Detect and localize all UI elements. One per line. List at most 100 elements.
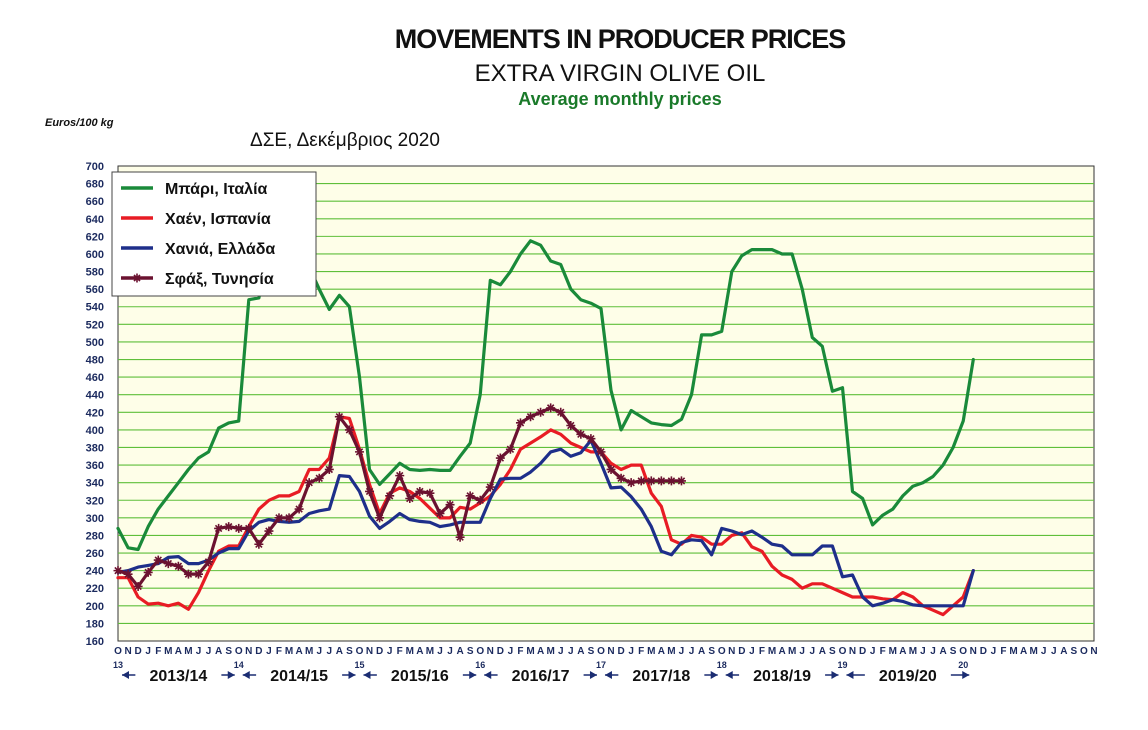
data-point-marker (133, 581, 143, 591)
x-tick-label: F (880, 646, 886, 657)
data-point-marker (556, 407, 566, 417)
x-tick-label: M (285, 646, 293, 657)
data-point-marker (465, 491, 475, 501)
season-label: 2017/18 (632, 668, 690, 685)
year-mark-label: 17 (596, 660, 606, 670)
series-line-2 (116, 415, 975, 617)
season-arrow-left (484, 671, 492, 679)
season-label-bg (618, 666, 705, 684)
season-arrow-right (710, 671, 718, 679)
x-tick-label: D (738, 646, 745, 657)
x-tick-label: O (114, 646, 122, 657)
legend-label: Μπάρι, Ιταλία (165, 181, 268, 198)
data-point-marker (656, 476, 666, 486)
data-point-marker (375, 513, 385, 523)
data-point-marker (485, 482, 495, 492)
season-label-bg (497, 666, 584, 684)
data-point-marker (264, 526, 274, 536)
data-point-marker (244, 523, 254, 533)
x-tick-label: F (1000, 646, 1006, 657)
data-point-marker (566, 420, 576, 430)
x-tick-label: M (305, 646, 313, 657)
series-line-3 (116, 438, 975, 608)
x-tick-label: D (980, 646, 987, 657)
x-tick-label: M (1029, 646, 1037, 657)
year-mark-label: 13 (113, 660, 123, 670)
x-tick-label: J (206, 646, 212, 657)
x-tick-label: S (225, 646, 232, 657)
data-point-marker (646, 476, 656, 486)
season-label: 2014/15 (270, 668, 328, 685)
year-mark-label: 14 (234, 660, 244, 670)
y-tick-label: 500 (86, 337, 104, 349)
data-point-marker (163, 559, 173, 569)
season-label-bg (864, 666, 951, 684)
x-tick-label: M (426, 646, 434, 657)
x-tick-label: M (647, 646, 655, 657)
data-point-marker (183, 569, 193, 579)
x-tick-label: O (839, 646, 847, 657)
data-point-marker (354, 447, 364, 457)
x-tick-label: J (327, 646, 333, 657)
x-tick-label: J (568, 646, 574, 657)
season-label-bg (256, 666, 343, 684)
data-point-marker (405, 494, 415, 503)
x-tick-label: A (416, 646, 423, 657)
x-tick-label: N (607, 646, 614, 657)
data-point-marker (505, 444, 515, 454)
data-point-marker (395, 471, 405, 481)
y-axis-unit-label: Euros/100 kg (45, 117, 114, 129)
y-tick-label: 360 (86, 460, 104, 472)
x-tick-label: F (517, 646, 523, 657)
x-tick-label: D (617, 646, 624, 657)
x-tick-label: J (809, 646, 815, 657)
legend: Μπάρι, Ιταλία Χαέν, Ισπανία Χανιά, Ελλάδα Σ… (111, 171, 317, 297)
x-tick-label: S (950, 646, 957, 657)
data-point-marker (666, 476, 676, 486)
data-point-marker (586, 434, 596, 444)
x-tick-label: A (698, 646, 705, 657)
source-note: ΔΣΕ, Δεκέμβριος 2020 (250, 130, 440, 151)
data-point-marker (495, 453, 505, 463)
x-tick-label: J (447, 646, 453, 657)
x-tick-label: J (508, 646, 514, 657)
x-tick-label: J (799, 646, 805, 657)
x-tick-label: O (597, 646, 605, 657)
data-point-marker (596, 447, 606, 457)
x-tick-label: A (215, 646, 222, 657)
x-tick-label: O (476, 646, 484, 657)
x-tick-label: J (266, 646, 272, 657)
y-tick-label: 240 (86, 566, 104, 578)
season-arrow-right (469, 671, 477, 679)
x-tick-label: A (175, 646, 182, 657)
year-mark-label: 19 (837, 660, 847, 670)
x-tick-label: M (1009, 646, 1017, 657)
y-tick-label: 280 (86, 530, 104, 542)
data-point-marker (526, 412, 536, 422)
chart-subtitle: EXTRA VIRGIN OLIVE OIL (474, 60, 766, 87)
season-label: 2018/19 (753, 668, 811, 685)
season-arrow-left (122, 671, 129, 679)
x-tick-label: F (397, 646, 403, 657)
y-tick-label: 600 (86, 249, 104, 261)
x-tick-label: J (145, 646, 151, 657)
season-arrow-left (725, 671, 733, 679)
data-point-marker (214, 523, 224, 533)
x-tick-label: J (930, 646, 936, 657)
data-point-marker (153, 555, 163, 565)
data-point-marker (113, 566, 123, 576)
year-mark-label: 20 (958, 660, 968, 670)
x-tick-label: J (991, 646, 997, 657)
season-arrow-left (846, 671, 854, 679)
season-arrow-right (227, 671, 235, 679)
x-tick-label: A (819, 646, 826, 657)
legend-label: Σφάξ, Τυνησία (165, 271, 274, 288)
season-arrow-right (589, 671, 597, 679)
x-tick-label: A (295, 646, 302, 657)
x-tick-label: D (135, 646, 142, 657)
x-tick-label: M (909, 646, 917, 657)
x-tick-label: O (356, 646, 364, 657)
x-tick-label: A (1020, 646, 1027, 657)
x-tick-label: M (164, 646, 172, 657)
